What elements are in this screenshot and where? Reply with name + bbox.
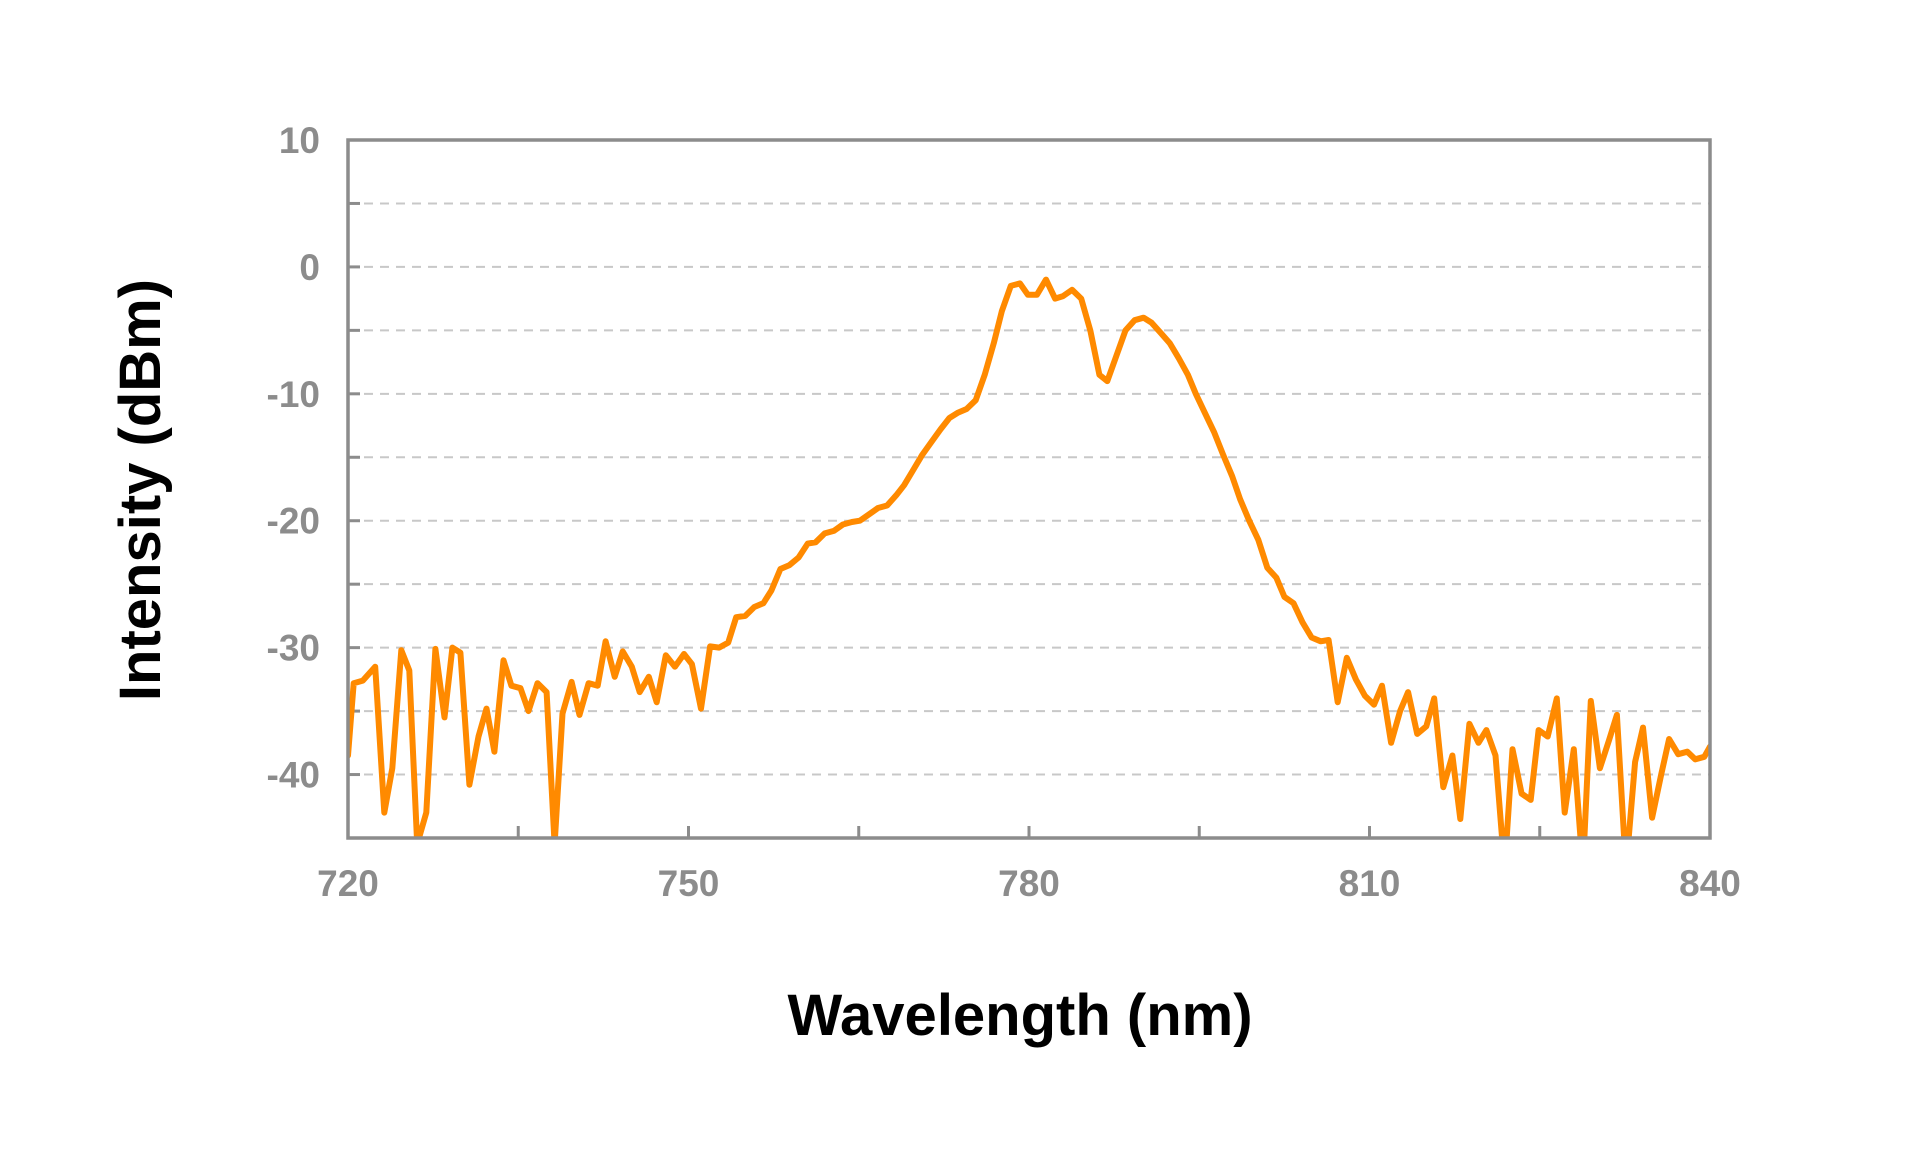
y-tick-label: 10 [279, 120, 320, 161]
grid-layer [348, 202, 1710, 776]
spectrum-line [348, 276, 1710, 838]
x-tick-label: 810 [1339, 863, 1401, 904]
x-tick-label: 840 [1679, 863, 1741, 904]
y-tick-label: -30 [267, 628, 320, 669]
tick-label-layer: 10 0 -10 -20 -30 -40 720 750 780 810 840 [267, 120, 1741, 904]
y-tick-label: 0 [299, 247, 320, 288]
y-tick-label: -40 [267, 755, 320, 796]
x-axis-title: Wavelength (nm) [787, 983, 1252, 1048]
series-layer [348, 276, 1710, 838]
y-axis-title: Intensity (dBm) [108, 279, 173, 701]
x-tick-label: 780 [998, 863, 1060, 904]
y-tick-label: -10 [267, 374, 320, 415]
tick-layer [348, 201, 1542, 838]
x-tick-label: 750 [658, 863, 720, 904]
y-tick-label: -20 [267, 501, 320, 542]
x-tick-label: 720 [317, 863, 379, 904]
plot-frame [346, 138, 1712, 840]
